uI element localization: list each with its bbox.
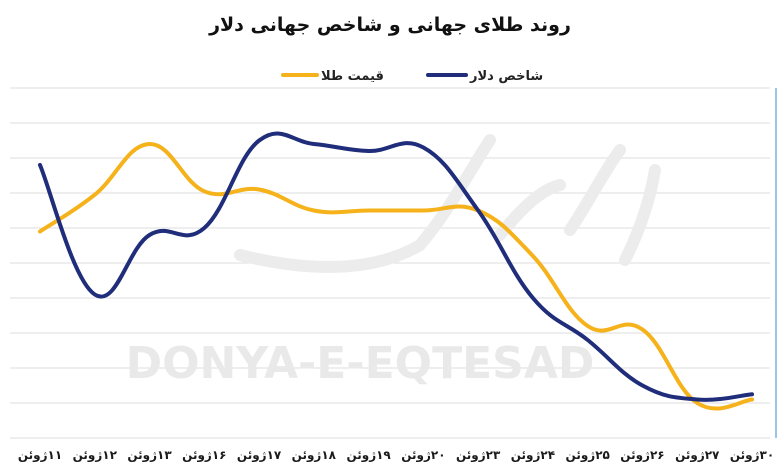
x-tick-label: ۳۰ژوئن: [730, 448, 774, 463]
x-tick-label: ۲۵ژوئن: [566, 448, 610, 463]
series: [38, 131, 754, 411]
series-line-1: [38, 141, 754, 411]
watermark: DONYA-E-EQTESAD: [126, 338, 595, 389]
x-tick-label: ۲۳ژوئن: [456, 448, 501, 463]
series-line-2: [38, 131, 754, 402]
x-axis: ۱۱ژوئن ۱۲ژوئن ۱۳ژوئن ۱۶ژوئن ۱۷ژوئن ۱۸ژوئن ۱۹ژو…: [18, 448, 774, 463]
legend-label: شاخص دلار: [469, 69, 543, 84]
x-tick-label: ۱۱ژوئن: [18, 448, 62, 463]
x-tick-label: ۱۸ژوئن: [292, 448, 337, 463]
x-tick-label: ۲۰ژوئن: [401, 448, 445, 463]
legend-label: قیمت طلا: [321, 69, 384, 84]
x-tick-label: ۱۹ژوئن: [346, 448, 391, 463]
x-tick-label: ۱۶ژوئن: [182, 448, 226, 463]
legend: شاخص دلار قیمت طلا: [281, 69, 543, 84]
x-tick-label: ۱۲ژوئن: [73, 448, 118, 463]
x-tick-label: ۲۷ژوئن: [675, 448, 720, 463]
watermark-calligraphy: [234, 134, 661, 273]
watermark-logo: DONYA-E-EQTESAD: [126, 134, 661, 389]
x-tick-label: ۲۶ژوئن: [620, 448, 664, 463]
chart-title: روند طلای جهانی و شاخص جهانی دلار: [208, 14, 571, 36]
x-tick-label: ۱۳ژوئن: [127, 448, 172, 463]
x-tick-label: ۱۷ژوئن: [237, 448, 282, 463]
x-tick-label: ۲۴ژوئن: [511, 448, 555, 463]
